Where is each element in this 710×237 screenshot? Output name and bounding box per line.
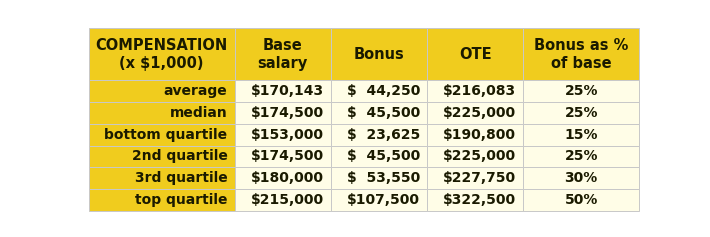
Bar [331, 102, 427, 124]
Text: $174,500: $174,500 [251, 150, 324, 164]
Text: $107,500: $107,500 [347, 193, 420, 207]
Text: $180,000: $180,000 [251, 171, 324, 185]
Bar [234, 167, 331, 189]
Bar [234, 124, 331, 146]
Text: Base
salary: Base salary [258, 38, 308, 71]
Text: $  23,625: $ 23,625 [346, 128, 420, 142]
Text: $225,000: $225,000 [443, 106, 516, 120]
Text: 15%: 15% [564, 128, 598, 142]
Bar [427, 189, 523, 211]
Bar [523, 146, 639, 167]
Bar [89, 146, 234, 167]
Text: $322,500: $322,500 [443, 193, 516, 207]
Bar [427, 167, 523, 189]
Bar [331, 146, 427, 167]
Bar [523, 80, 639, 102]
Bar [234, 146, 331, 167]
Text: $174,500: $174,500 [251, 106, 324, 120]
Text: bottom quartile: bottom quartile [104, 128, 227, 142]
Bar [427, 146, 523, 167]
Text: $  44,250: $ 44,250 [346, 84, 420, 98]
Bar [427, 102, 523, 124]
Bar [331, 80, 427, 102]
Text: $  45,500: $ 45,500 [346, 150, 420, 164]
Text: $  45,500: $ 45,500 [346, 106, 420, 120]
Text: average: average [164, 84, 227, 98]
Bar [523, 124, 639, 146]
Text: top quartile: top quartile [135, 193, 227, 207]
Text: $  53,550: $ 53,550 [346, 171, 420, 185]
Bar [427, 28, 523, 80]
Bar [89, 189, 234, 211]
Bar [234, 80, 331, 102]
Text: 50%: 50% [564, 193, 598, 207]
Text: Bonus as %
of base: Bonus as % of base [534, 38, 628, 71]
Bar [331, 189, 427, 211]
Bar [89, 28, 234, 80]
Bar [427, 80, 523, 102]
Text: 30%: 30% [564, 171, 598, 185]
Text: 25%: 25% [564, 106, 598, 120]
Text: COMPENSATION
(x $1,000): COMPENSATION (x $1,000) [96, 38, 228, 71]
Text: 2nd quartile: 2nd quartile [131, 150, 227, 164]
Text: $170,143: $170,143 [251, 84, 324, 98]
Text: Bonus: Bonus [354, 47, 405, 62]
Bar [523, 189, 639, 211]
Bar [89, 167, 234, 189]
Bar [523, 28, 639, 80]
Bar [89, 124, 234, 146]
Bar [427, 124, 523, 146]
Bar [234, 28, 331, 80]
Bar [331, 124, 427, 146]
Bar [523, 167, 639, 189]
Text: OTE: OTE [459, 47, 491, 62]
Bar [331, 28, 427, 80]
Text: $190,800: $190,800 [443, 128, 516, 142]
Bar [234, 189, 331, 211]
Bar [523, 102, 639, 124]
Text: median: median [170, 106, 227, 120]
Text: 25%: 25% [564, 150, 598, 164]
Bar [331, 167, 427, 189]
Text: 3rd quartile: 3rd quartile [135, 171, 227, 185]
Text: $227,750: $227,750 [443, 171, 516, 185]
Bar [234, 102, 331, 124]
Text: $215,000: $215,000 [251, 193, 324, 207]
Text: $225,000: $225,000 [443, 150, 516, 164]
Text: 25%: 25% [564, 84, 598, 98]
Bar [89, 80, 234, 102]
Text: $153,000: $153,000 [251, 128, 324, 142]
Bar [89, 102, 234, 124]
Text: $216,083: $216,083 [443, 84, 516, 98]
